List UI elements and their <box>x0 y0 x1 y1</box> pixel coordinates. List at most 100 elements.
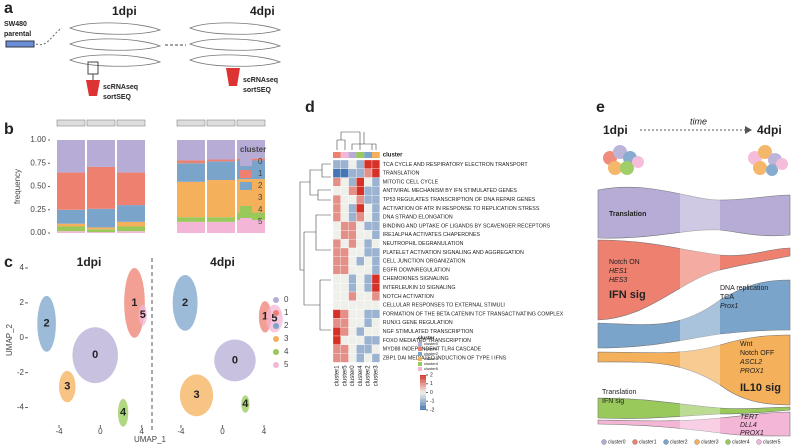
panel-label: a <box>4 0 13 17</box>
heat-cell <box>332 309 341 319</box>
heat-cell <box>356 203 365 213</box>
heat-cell <box>340 291 349 301</box>
y-tick-label: -4 <box>17 403 25 412</box>
bar-segment <box>117 226 145 232</box>
bar-segment <box>117 221 145 227</box>
heat-cell <box>371 247 380 257</box>
row-label: TCA CYCLE AND RESPIRATORY ELECTRON TRANS… <box>383 162 529 168</box>
heat-cell <box>364 309 373 319</box>
annotation: HES3 <box>609 277 627 284</box>
heat-cell <box>364 203 373 213</box>
column-color <box>340 152 349 158</box>
schematic-a: SW480 parental 1dpi 4dpi scRNAseq sortSE… <box>4 4 282 127</box>
bar-segment <box>237 212 265 220</box>
bar-segment <box>57 140 85 173</box>
heat-cell <box>340 230 349 240</box>
assay-label: scRNAseq <box>243 77 278 84</box>
row-label: NGF STIMULATED TRANSCRIPTION <box>383 329 474 335</box>
heat-cell <box>340 168 349 178</box>
heat-cell <box>348 344 357 354</box>
legend-swatch <box>418 362 422 366</box>
annotation: HES1 <box>609 268 627 275</box>
annotation: Notch ON <box>609 259 640 266</box>
column-color <box>372 152 380 158</box>
x-axis-label: UMAP_1 <box>134 435 167 444</box>
panel-label: e <box>596 99 605 116</box>
heat-cell <box>356 265 365 275</box>
bar-segment <box>177 217 205 222</box>
column-color <box>364 152 372 158</box>
legend-label: 3 <box>284 334 289 343</box>
legend-label: 1 <box>258 169 263 178</box>
scale-label: -2 <box>430 407 435 413</box>
source-label: SW480 <box>4 21 27 28</box>
scale-step <box>420 404 426 407</box>
bar-segment <box>237 140 265 159</box>
heat-cell <box>340 221 349 231</box>
heat-cell <box>356 230 365 240</box>
panel-label: d <box>305 99 315 116</box>
heat-cell <box>356 300 365 310</box>
heat-cell <box>348 203 357 213</box>
bar-segment <box>207 221 235 233</box>
heat-cell <box>348 265 357 275</box>
heat-cell <box>371 335 380 345</box>
legend-label: 4 <box>258 205 263 214</box>
column-label: cluster0 <box>350 365 356 387</box>
cluster-cloud <box>214 339 256 382</box>
legend-dot <box>273 336 279 342</box>
plates <box>56 119 266 127</box>
heat-cell <box>340 177 349 187</box>
legend-label: 0 <box>284 295 289 304</box>
stream-diagram <box>597 126 791 440</box>
heat-cell <box>332 186 341 196</box>
annotation: PROX1 <box>740 430 764 437</box>
scale-label: 2 <box>430 372 433 378</box>
heat-cell <box>371 195 380 205</box>
heat-cell <box>332 300 341 310</box>
heat-cell <box>332 344 341 354</box>
heat-cell <box>356 274 365 284</box>
column-label: cluster1 <box>334 365 340 387</box>
scale-step <box>420 403 426 405</box>
timepoint: 1dpi <box>112 4 137 18</box>
heat-cell <box>356 221 365 231</box>
heat-cell <box>356 212 365 222</box>
bar-segment <box>177 160 205 164</box>
heat-cell <box>371 239 380 249</box>
heat-cell <box>364 212 373 222</box>
heat-cell <box>332 291 341 301</box>
cluster-label: 0 <box>92 349 98 361</box>
row-label: EGFR DOWNREGULATION <box>383 267 450 273</box>
bar-segment <box>57 226 85 232</box>
scale-step <box>420 392 426 395</box>
heat-cell <box>348 195 357 205</box>
tube <box>226 68 240 86</box>
legend-dot <box>694 439 700 445</box>
selection-box <box>87 61 99 75</box>
heat-cell <box>364 344 373 354</box>
heat-cell <box>340 203 349 213</box>
row-label: ANTIVIRAL MECHANISM BY IFN STIMULATED GE… <box>383 188 518 194</box>
row-label: RUNX1 GENE REGULATION <box>383 320 453 326</box>
y-tick-label: -2 <box>17 368 25 377</box>
y-tick-label: 0.25 <box>30 205 46 214</box>
column-label: cluster4 <box>358 365 364 387</box>
x-tick-label: -4 <box>177 427 185 436</box>
heat-cell <box>348 159 357 169</box>
bar-segment <box>177 221 205 233</box>
scale-step <box>420 383 426 386</box>
annotation: TCA <box>720 294 734 301</box>
legend-dot <box>273 297 279 303</box>
bar-segment <box>207 179 235 218</box>
heat-cell <box>348 256 357 266</box>
legend-dot <box>273 349 279 355</box>
heat-cell <box>356 239 365 249</box>
legend-label: 3 <box>258 193 263 202</box>
row-label: ACTIVATION OF ATR IN RESPONSE TO REPLICA… <box>383 206 540 212</box>
heat-cell <box>332 327 341 337</box>
heat-cell <box>348 177 357 187</box>
scale-step <box>420 390 426 393</box>
row-label: TRANSLATION <box>383 171 420 177</box>
heat-cell <box>364 195 373 205</box>
